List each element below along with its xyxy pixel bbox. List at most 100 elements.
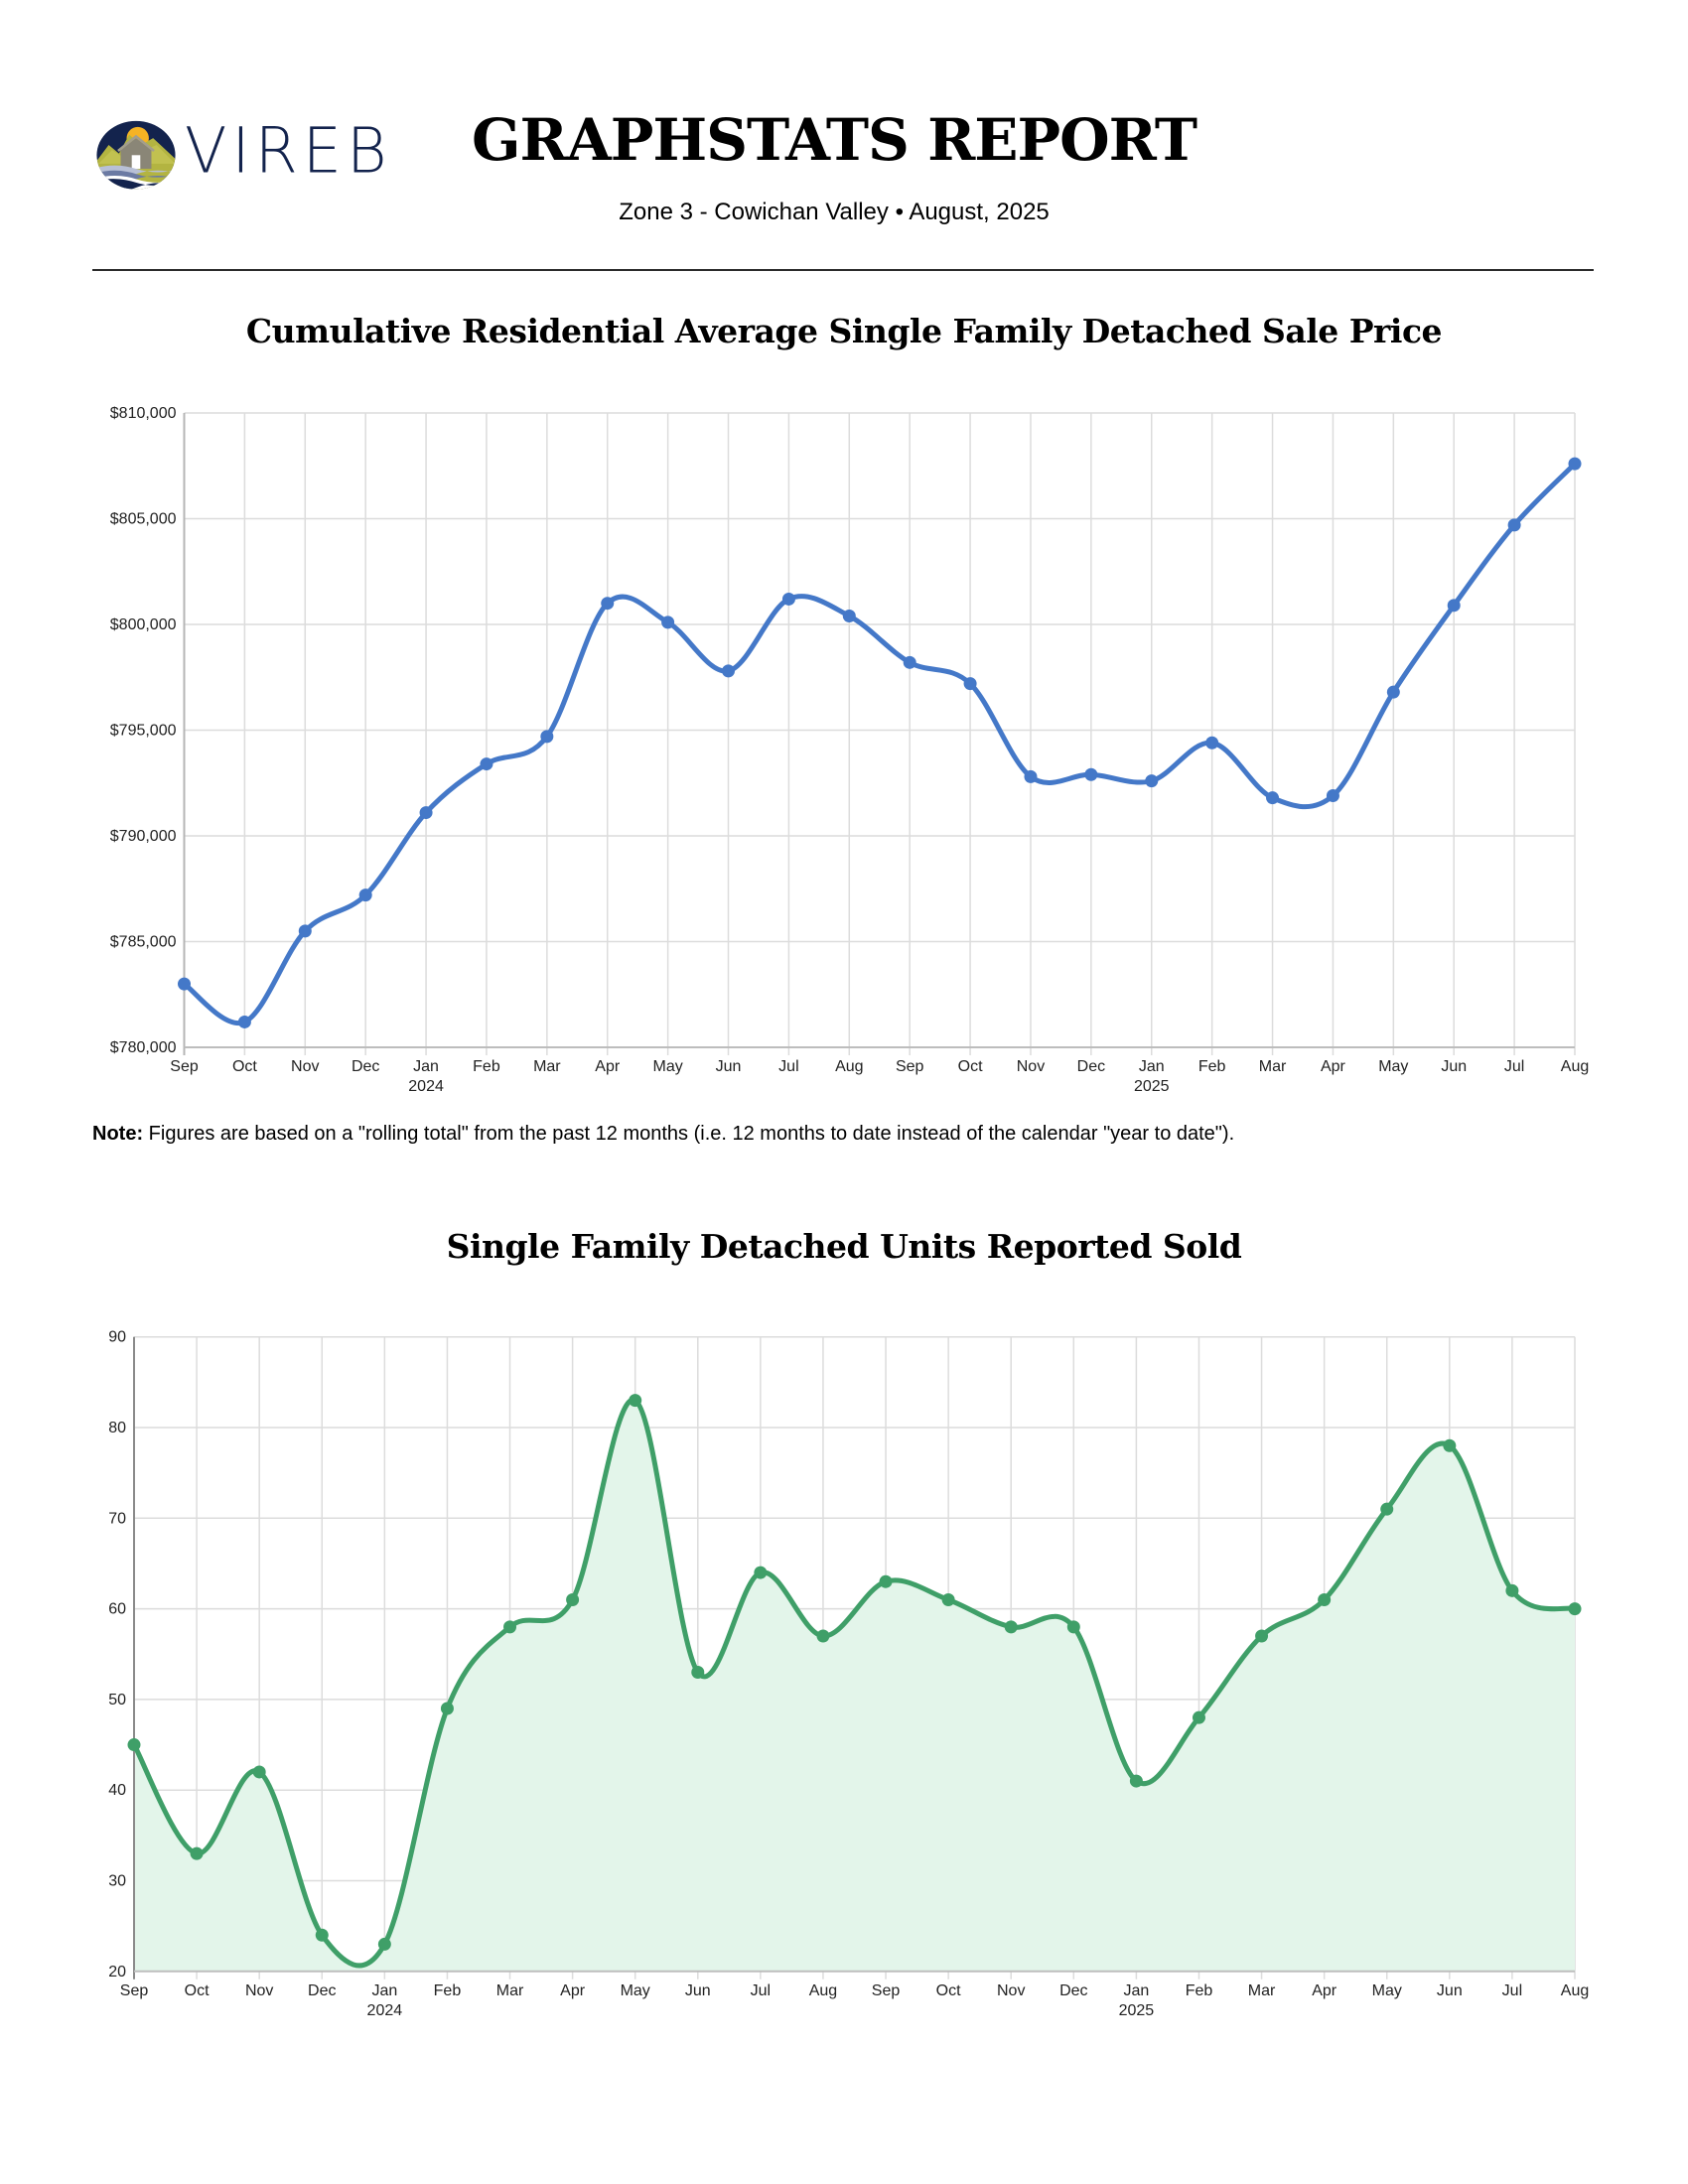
data-point	[1447, 599, 1461, 613]
x-tick-label: Sep	[896, 1058, 924, 1075]
x-tick-label: Dec	[1059, 1982, 1087, 1999]
x-tick-label: Jul	[778, 1058, 798, 1075]
data-point	[722, 664, 736, 678]
data-point	[440, 1702, 454, 1715]
x-tick-label: Mar	[1259, 1058, 1287, 1075]
x-tick-label: Jul	[751, 1982, 771, 1999]
y-tick-label: $800,000	[110, 616, 177, 633]
x-tick-label: Sep	[120, 1982, 149, 1999]
data-point	[1443, 1438, 1457, 1452]
gridlines	[183, 412, 1576, 1055]
data-point	[842, 609, 856, 622]
x-tick-label: Aug	[809, 1982, 837, 1999]
report-title: GRAPHSTATS REPORT	[472, 106, 1197, 174]
data-point	[377, 1937, 391, 1951]
vireb-logo: VIREB	[93, 112, 421, 190]
x-tick-label: Jun	[1441, 1058, 1467, 1075]
x-tick-label: Feb	[473, 1058, 500, 1075]
x-tick-label: May	[1372, 1982, 1402, 1999]
x-tick-label: Jan	[371, 1982, 397, 1999]
data-point	[298, 924, 312, 938]
x-tick-label: Aug	[1561, 1058, 1589, 1075]
data-point	[879, 1574, 893, 1588]
data-point	[1568, 457, 1582, 471]
data-point	[1255, 1629, 1269, 1643]
vireb-logo-mark-icon	[96, 120, 176, 190]
x-tick-label: Sep	[872, 1982, 901, 1999]
data-point	[601, 597, 615, 611]
x-tick-label: Mar	[533, 1058, 561, 1075]
data-point	[661, 615, 675, 629]
x-tick-label: Jan	[413, 1058, 439, 1075]
data-point	[237, 1015, 251, 1028]
x-tick-label: Mar	[1248, 1982, 1276, 1999]
data-point	[754, 1566, 768, 1579]
data-point	[358, 888, 372, 902]
y-tick-label: $810,000	[110, 405, 177, 422]
x-tick-label: Oct	[936, 1982, 961, 1999]
data-point	[1326, 789, 1339, 803]
x-tick-label: Oct	[185, 1982, 210, 1999]
data-point	[903, 655, 916, 669]
data-point	[1192, 1710, 1205, 1724]
x-tick-label: Jun	[716, 1058, 742, 1075]
x-tick-label: Dec	[352, 1058, 379, 1075]
vireb-logo-text: VIREB	[185, 113, 392, 188]
data-point	[1205, 736, 1219, 750]
x-tick-label: Nov	[997, 1982, 1025, 1999]
x-tick-label: Aug	[1561, 1982, 1589, 1999]
data-point	[1084, 767, 1098, 781]
data-point	[781, 592, 795, 606]
x-tick-label: Jun	[1437, 1982, 1463, 1999]
report-subtitle: Zone 3 - Cowichan Valley • August, 2025	[619, 199, 1050, 225]
data-point	[252, 1765, 266, 1779]
x-tick-label: Aug	[835, 1058, 863, 1075]
data-point	[480, 757, 493, 771]
data-point	[540, 730, 554, 744]
x-tick-label: Oct	[232, 1058, 257, 1075]
data-point	[503, 1620, 517, 1634]
data-point	[1568, 1602, 1582, 1616]
units-area-chart: 20 30 40 50 60 70 80 90 Sep Oct Nov Dec Jan Feb Mar Apr…	[108, 1329, 1589, 2019]
y-tick-label: $790,000	[110, 828, 177, 845]
x-tick-label: Jan	[1123, 1982, 1149, 1999]
x-tick-label: Jun	[685, 1982, 711, 1999]
data-point	[1386, 685, 1400, 699]
x-tick-label: Sep	[170, 1058, 199, 1075]
price-line-chart: $780,000 $785,000 $790,000 $795,000 $800,000…	[110, 405, 1589, 1095]
price-chart-title: Cumulative Residential Average Single Fa…	[245, 312, 1443, 350]
y-tick-label: 30	[108, 1873, 126, 1890]
x-year-label: 2025	[1134, 1078, 1170, 1095]
x-tick-label: Jan	[1139, 1058, 1165, 1075]
data-point	[1066, 1620, 1080, 1634]
y-tick-label: 50	[108, 1692, 126, 1708]
x-tick-label: Feb	[1186, 1982, 1213, 1999]
x-tick-label: May	[621, 1982, 650, 1999]
data-point	[691, 1666, 705, 1680]
data-point	[315, 1928, 329, 1942]
x-tick-label: Apr	[1312, 1982, 1337, 1999]
data-point	[1318, 1592, 1332, 1606]
data-point	[629, 1394, 642, 1408]
x-year-label: 2025	[1119, 2002, 1155, 2019]
data-point	[419, 806, 433, 820]
x-tick-label: Oct	[958, 1058, 983, 1075]
data-point	[190, 1846, 204, 1860]
data-point	[941, 1592, 955, 1606]
data-point	[1004, 1620, 1018, 1634]
x-tick-label: Dec	[308, 1982, 336, 1999]
y-tick-label: 40	[108, 1782, 126, 1799]
footnote-text: Figures are based on a "rolling total" f…	[143, 1123, 1235, 1145]
y-tick-label: 80	[108, 1420, 126, 1436]
x-year-label: 2024	[408, 1078, 444, 1095]
x-tick-label: Apr	[595, 1058, 621, 1075]
x-tick-label: Mar	[496, 1982, 524, 1999]
footnote: Note: Figures are based on a "rolling to…	[92, 1122, 1234, 1146]
x-tick-label: Nov	[245, 1982, 273, 1999]
data-point	[816, 1629, 830, 1643]
x-tick-label: Feb	[434, 1982, 462, 1999]
units-chart-title: Single Family Detached Units Reported So…	[446, 1227, 1242, 1266]
y-tick-label: $805,000	[110, 511, 177, 528]
data-point	[1145, 774, 1159, 788]
x-tick-label: May	[653, 1058, 683, 1075]
